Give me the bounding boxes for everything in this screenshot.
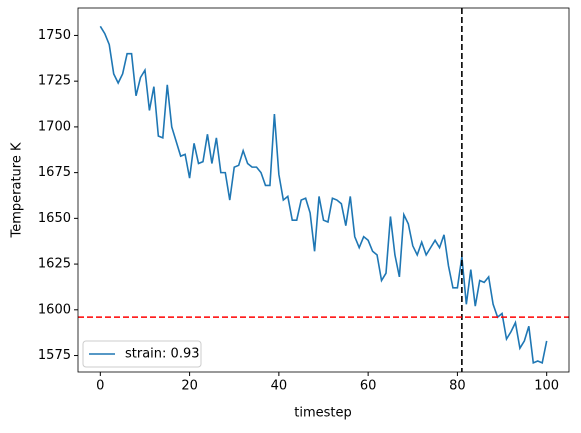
- plot-frame: [77, 7, 570, 373]
- x-tick-label: 100: [534, 379, 559, 394]
- legend-label: strain: 0.93: [125, 347, 200, 362]
- legend-box: [82, 340, 202, 368]
- y-tick-label: 1575: [38, 348, 71, 363]
- y-tick-label: 1700: [38, 119, 71, 134]
- y-tick-label: 1600: [38, 302, 71, 317]
- x-axis-label: timestep: [294, 406, 352, 421]
- y-tick-label: 1725: [38, 74, 71, 89]
- y-tick-label: 1625: [38, 257, 71, 272]
- x-tick-label: 40: [271, 379, 288, 394]
- y-axis-label: Temperature K: [10, 142, 25, 238]
- y-tick-label: 1650: [38, 211, 71, 226]
- x-tick-label: 20: [181, 379, 198, 394]
- y-tick-label: 1675: [38, 165, 71, 180]
- x-tick-label: 80: [449, 379, 466, 394]
- x-tick-label: 0: [96, 379, 104, 394]
- y-tick-label: 1750: [38, 28, 71, 43]
- data-line: [99, 25, 548, 364]
- x-tick-label: 60: [360, 379, 377, 394]
